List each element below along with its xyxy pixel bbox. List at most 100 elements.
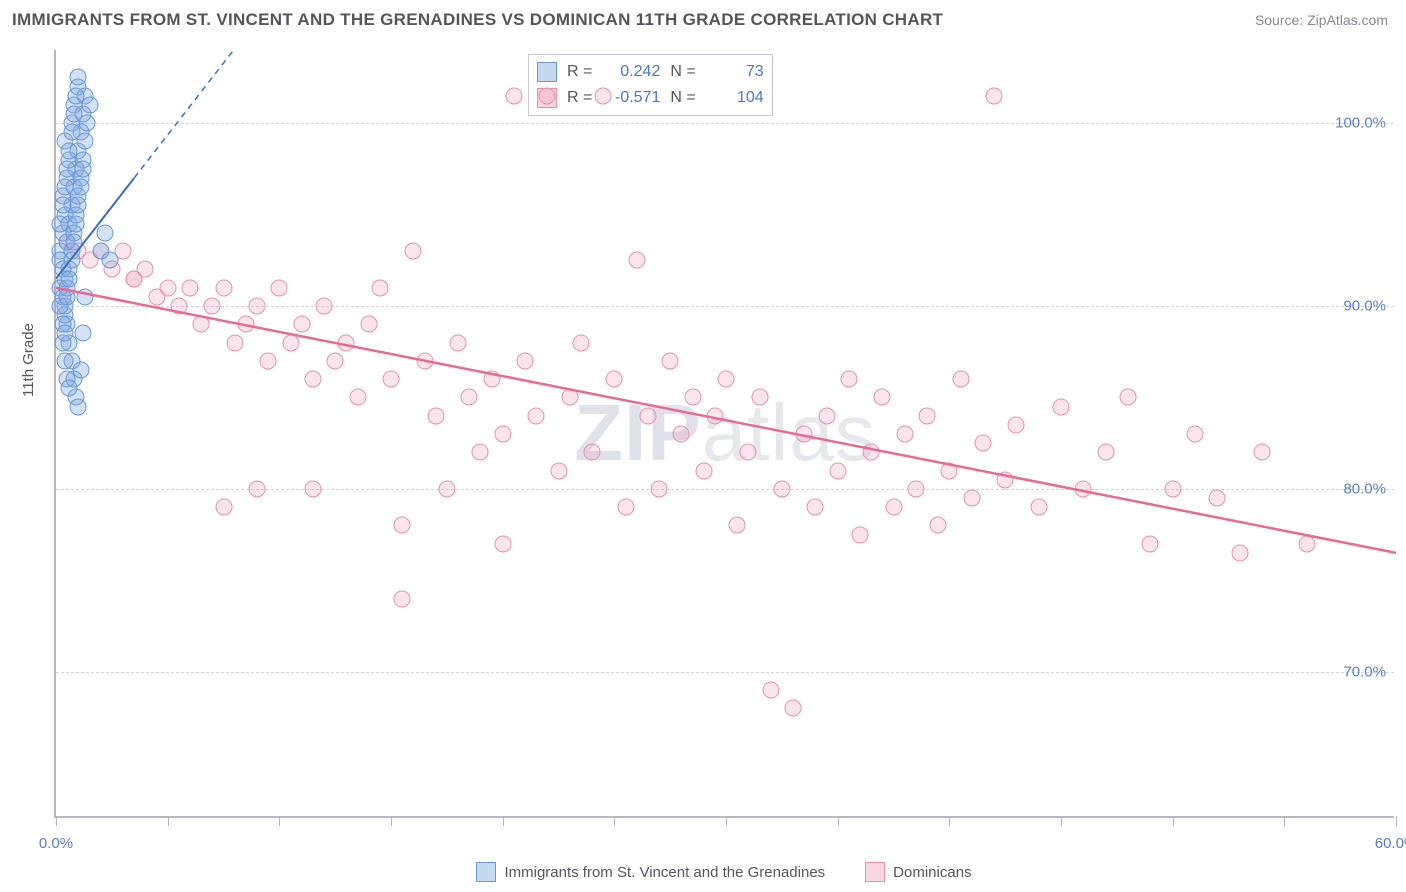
- point-pink: [517, 352, 534, 369]
- point-pink: [193, 316, 210, 333]
- point-pink: [505, 87, 522, 104]
- point-pink: [662, 352, 679, 369]
- point-blue: [61, 142, 78, 159]
- point-pink: [874, 389, 891, 406]
- point-blue: [68, 215, 85, 232]
- point-pink: [740, 444, 757, 461]
- point-pink: [606, 371, 623, 388]
- point-pink: [807, 499, 824, 516]
- point-pink: [997, 471, 1014, 488]
- point-pink: [170, 298, 187, 315]
- point-pink: [651, 480, 668, 497]
- point-blue: [74, 160, 91, 177]
- point-pink: [338, 334, 355, 351]
- x-tick: [391, 816, 392, 826]
- point-pink: [1254, 444, 1271, 461]
- point-pink: [1209, 490, 1226, 507]
- chart-title: IMMIGRANTS FROM ST. VINCENT AND THE GREN…: [12, 10, 943, 30]
- point-pink: [617, 499, 634, 516]
- point-pink: [706, 407, 723, 424]
- point-pink: [941, 462, 958, 479]
- point-pink: [204, 298, 221, 315]
- source-label: Source: ZipAtlas.com: [1255, 12, 1388, 28]
- point-pink: [1120, 389, 1137, 406]
- x-tick-label: 0.0%: [39, 835, 73, 852]
- point-pink: [1097, 444, 1114, 461]
- y-tick-label: 100.0%: [1335, 115, 1386, 132]
- stats-row-blue: R = 0.242 N = 73: [537, 59, 764, 85]
- point-pink: [349, 389, 366, 406]
- swatch-pink-icon: [865, 862, 885, 882]
- stat-r-blue: 0.242: [602, 63, 660, 81]
- point-blue: [59, 288, 76, 305]
- point-pink: [852, 526, 869, 543]
- point-pink: [394, 517, 411, 534]
- point-pink: [684, 389, 701, 406]
- point-pink: [405, 243, 422, 260]
- point-pink: [595, 87, 612, 104]
- point-pink: [126, 270, 143, 287]
- point-pink: [762, 682, 779, 699]
- stat-label: N =: [670, 89, 695, 107]
- point-pink: [159, 279, 176, 296]
- point-pink: [1187, 426, 1204, 443]
- point-pink: [673, 426, 690, 443]
- point-blue: [63, 124, 80, 141]
- point-pink: [293, 316, 310, 333]
- point-blue: [70, 69, 87, 86]
- point-pink: [718, 371, 735, 388]
- point-pink: [963, 490, 980, 507]
- x-tick: [1284, 816, 1285, 826]
- y-axis-label: 11th Grade: [20, 323, 37, 397]
- point-blue: [61, 270, 78, 287]
- legend: Immigrants from St. Vincent and the Gren…: [54, 862, 1394, 882]
- point-blue: [54, 197, 71, 214]
- point-pink: [360, 316, 377, 333]
- gridline: [56, 123, 1394, 124]
- swatch-blue-icon: [537, 62, 557, 82]
- point-pink: [249, 298, 266, 315]
- point-pink: [930, 517, 947, 534]
- point-pink: [628, 252, 645, 269]
- point-pink: [796, 426, 813, 443]
- point-pink: [539, 87, 556, 104]
- point-pink: [561, 389, 578, 406]
- point-pink: [818, 407, 835, 424]
- point-blue: [56, 325, 73, 342]
- point-pink: [282, 334, 299, 351]
- point-blue: [56, 352, 73, 369]
- point-pink: [1075, 480, 1092, 497]
- point-pink: [729, 517, 746, 534]
- point-blue: [65, 234, 82, 251]
- x-tick: [1396, 816, 1397, 826]
- point-pink: [773, 480, 790, 497]
- point-blue: [61, 380, 78, 397]
- point-pink: [785, 700, 802, 717]
- x-tick: [1061, 816, 1062, 826]
- point-pink: [1142, 535, 1159, 552]
- x-tick: [614, 816, 615, 826]
- point-pink: [896, 426, 913, 443]
- stat-label: R =: [567, 63, 592, 81]
- point-pink: [438, 480, 455, 497]
- point-pink: [249, 480, 266, 497]
- legend-item-pink: Dominicans: [865, 862, 971, 882]
- point-pink: [182, 279, 199, 296]
- x-tick-label: 60.0%: [1375, 835, 1406, 852]
- point-pink: [974, 435, 991, 452]
- x-tick: [56, 816, 57, 826]
- x-tick: [726, 816, 727, 826]
- point-blue: [52, 215, 69, 232]
- x-tick: [168, 816, 169, 826]
- point-pink: [907, 480, 924, 497]
- point-pink: [494, 535, 511, 552]
- x-tick: [279, 816, 280, 826]
- point-pink: [472, 444, 489, 461]
- point-blue: [56, 179, 73, 196]
- point-pink: [327, 352, 344, 369]
- stat-n-blue: 73: [706, 63, 764, 81]
- point-blue: [70, 398, 87, 415]
- point-pink: [584, 444, 601, 461]
- legend-label: Immigrants from St. Vincent and the Gren…: [504, 864, 825, 881]
- point-pink: [1053, 398, 1070, 415]
